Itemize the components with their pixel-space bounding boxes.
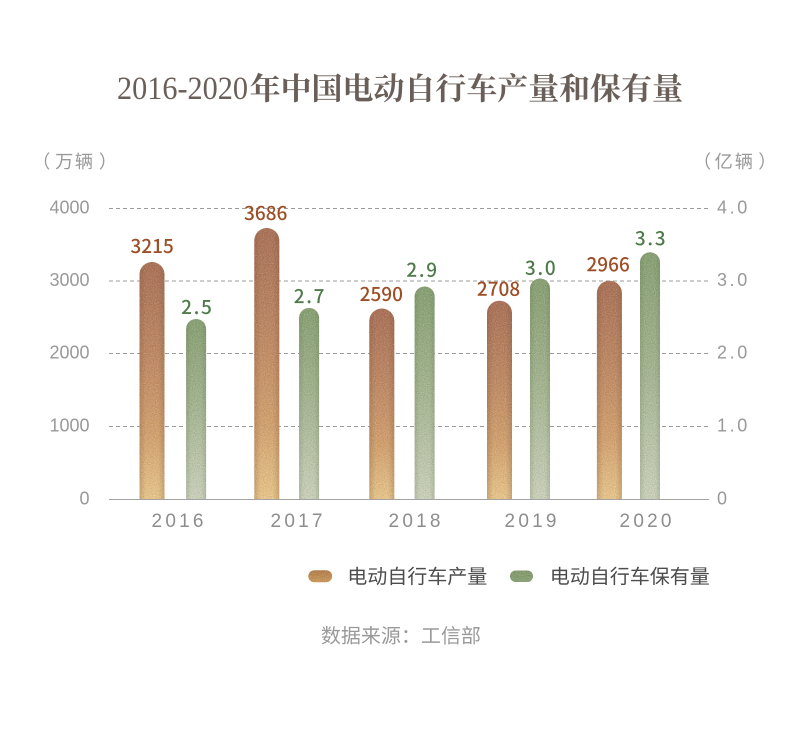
- svg-text:0: 0: [717, 489, 727, 509]
- svg-text:2016-2020: 2016-2020: [117, 71, 248, 107]
- svg-text:2019: 2019: [505, 511, 560, 532]
- svg-text:2017: 2017: [271, 511, 326, 532]
- svg-text:1000: 1000: [49, 416, 89, 436]
- svg-text:1.0: 1.0: [717, 416, 750, 436]
- svg-text:2020: 2020: [620, 511, 675, 532]
- svg-text:2.0: 2.0: [717, 343, 750, 363]
- svg-text:2000: 2000: [49, 343, 89, 363]
- svg-text:2016: 2016: [152, 511, 207, 532]
- svg-text:2018: 2018: [389, 511, 444, 532]
- svg-text:0: 0: [79, 489, 89, 509]
- svg-text:3.0: 3.0: [717, 270, 750, 290]
- svg-text:4000: 4000: [49, 198, 89, 218]
- svg-text:3000: 3000: [49, 270, 89, 290]
- svg-text:4.0: 4.0: [717, 198, 750, 218]
